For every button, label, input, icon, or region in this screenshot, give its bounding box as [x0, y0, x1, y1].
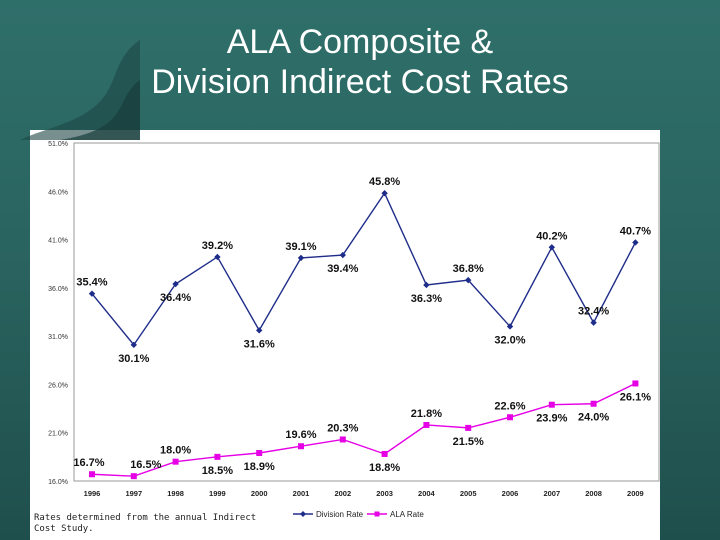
division-rate-point: [548, 244, 555, 251]
ala-rate-data-label: 21.8%: [411, 408, 442, 420]
ala-rate-point: [381, 450, 388, 457]
division-rate-line: [91, 191, 637, 347]
division-rate-data-label: 30.1%: [118, 353, 149, 365]
chart-panel: 16.0% 21.0% 26.0% 31.0% 36.0% 41.0% 46.0% 51.0%…: [30, 130, 660, 540]
x-tick-label: 2006: [502, 489, 519, 498]
x-tick-label: 2002: [334, 489, 351, 498]
ala-rate-point: [172, 458, 179, 465]
x-tick-label: 1998: [167, 489, 184, 498]
ala-rate-point: [256, 449, 263, 456]
y-tick-label: 31.0%: [48, 334, 68, 341]
division-rate-point: [214, 253, 221, 261]
division-rate-data-label: 39.1%: [285, 241, 316, 253]
division-rate-point: [506, 323, 514, 330]
ala-rate-data-label: 16.7%: [73, 457, 104, 469]
ala-rate-line: [91, 382, 636, 477]
ala-rate-point: [89, 471, 95, 478]
ala-rate-data-label: 19.6%: [285, 429, 316, 441]
ala-rate-point: [339, 436, 346, 443]
y-tick-label: 46.0%: [48, 189, 68, 196]
ala-rate-point: [423, 421, 430, 428]
x-tick-label: 1996: [84, 489, 101, 498]
ala-rate-point: [548, 401, 555, 408]
y-tick-label: 41.0%: [48, 238, 68, 245]
x-tick-label: 1997: [125, 489, 142, 498]
ala-rate-data-label: 18.9%: [244, 461, 275, 473]
ala-rate-point: [298, 443, 304, 450]
division-rate-data-label: 36.3%: [411, 293, 442, 305]
ala-rate-point: [632, 380, 639, 387]
title-line-2: Division Indirect Cost Rates: [151, 63, 569, 101]
x-tick-label: 1999: [209, 489, 226, 498]
y-tick-label: 16.0%: [48, 479, 68, 486]
x-tick-label: 2004: [418, 489, 436, 498]
legend-division-marker: [300, 511, 306, 517]
division-rate-data-label: 35.4%: [76, 277, 107, 289]
x-tick-label: 2009: [627, 489, 644, 498]
ala-rate-data-label: 21.5%: [453, 436, 484, 448]
ala-rate-data-label: 16.5%: [130, 459, 161, 471]
line-chart: 16.0% 21.0% 26.0% 31.0% 36.0% 41.0% 46.0% 51.0%…: [48, 141, 660, 519]
division-rate-point: [172, 280, 179, 288]
division-rate-point: [130, 341, 137, 349]
y-tick-label: 36.0%: [48, 286, 68, 293]
x-tick-label: 2003: [376, 489, 393, 498]
ala-rate-data-label: 20.3%: [327, 422, 358, 434]
y-tick-label: 26.0%: [48, 382, 68, 389]
ala-rate-data-label: 18.5%: [202, 465, 233, 477]
ala-rate-data-label: 26.1%: [620, 391, 651, 403]
legend-division-label: Division Rate: [316, 510, 364, 519]
division-rate-data-label: 36.4%: [160, 292, 191, 304]
ala-rate-point: [130, 473, 137, 480]
decorative-wave-graphic: [20, 40, 140, 140]
y-tick-label: 21.0%: [48, 431, 68, 438]
division-rate-point: [381, 190, 388, 197]
division-rate-point: [297, 254, 305, 262]
x-tick-label: 2001: [293, 489, 310, 498]
division-rate-data-label: 40.7%: [620, 225, 651, 237]
legend-ala-marker: [374, 511, 380, 517]
division-rate-data-label: 36.8%: [453, 263, 484, 275]
ala-rate-point: [465, 424, 472, 431]
x-tick-label: 2000: [251, 489, 268, 498]
division-rate-data-label: 32.0%: [494, 334, 525, 346]
footnote: Rates determined from the annual Indirec…: [34, 513, 257, 534]
division-rate-point: [256, 327, 263, 334]
ala-rate-data-label: 23.9%: [536, 413, 567, 425]
division-rate-data-label: 40.2%: [536, 230, 567, 242]
ala-rate-data-label: 18.0%: [160, 445, 191, 457]
division-rate-data-label: 32.4%: [578, 306, 609, 318]
x-tick-label: 2007: [543, 489, 560, 498]
ala-rate-data-label: 22.6%: [494, 400, 525, 412]
title-line-1: ALA Composite &: [226, 23, 494, 61]
division-rate-point: [465, 276, 472, 284]
plot-area: [73, 142, 660, 482]
ala-rate-point: [590, 400, 597, 407]
ala-rate-data-label: 18.8%: [369, 462, 400, 474]
ala-rate-data-label: 24.0%: [578, 412, 609, 424]
x-tick-label: 2008: [585, 489, 602, 498]
y-tick-label: 51.0%: [48, 141, 68, 148]
division-rate-point: [339, 251, 346, 259]
division-rate-data-label: 45.8%: [369, 176, 400, 188]
division-rate-data-label: 31.6%: [244, 338, 275, 350]
ala-rate-point: [507, 414, 513, 421]
division-rate-point: [88, 290, 96, 297]
division-rate-point: [423, 281, 430, 289]
ala-rate-point: [214, 453, 221, 460]
division-rate-data-label: 39.4%: [327, 263, 358, 275]
division-rate-point: [590, 319, 597, 326]
division-rate-point: [632, 239, 639, 246]
division-rate-data-label: 39.2%: [202, 240, 233, 252]
slide-title: ALA Composite & Division Indirect Cost R…: [0, 22, 720, 102]
legend-ala-label: ALA Rate: [390, 510, 424, 519]
x-tick-label: 2005: [460, 489, 477, 498]
